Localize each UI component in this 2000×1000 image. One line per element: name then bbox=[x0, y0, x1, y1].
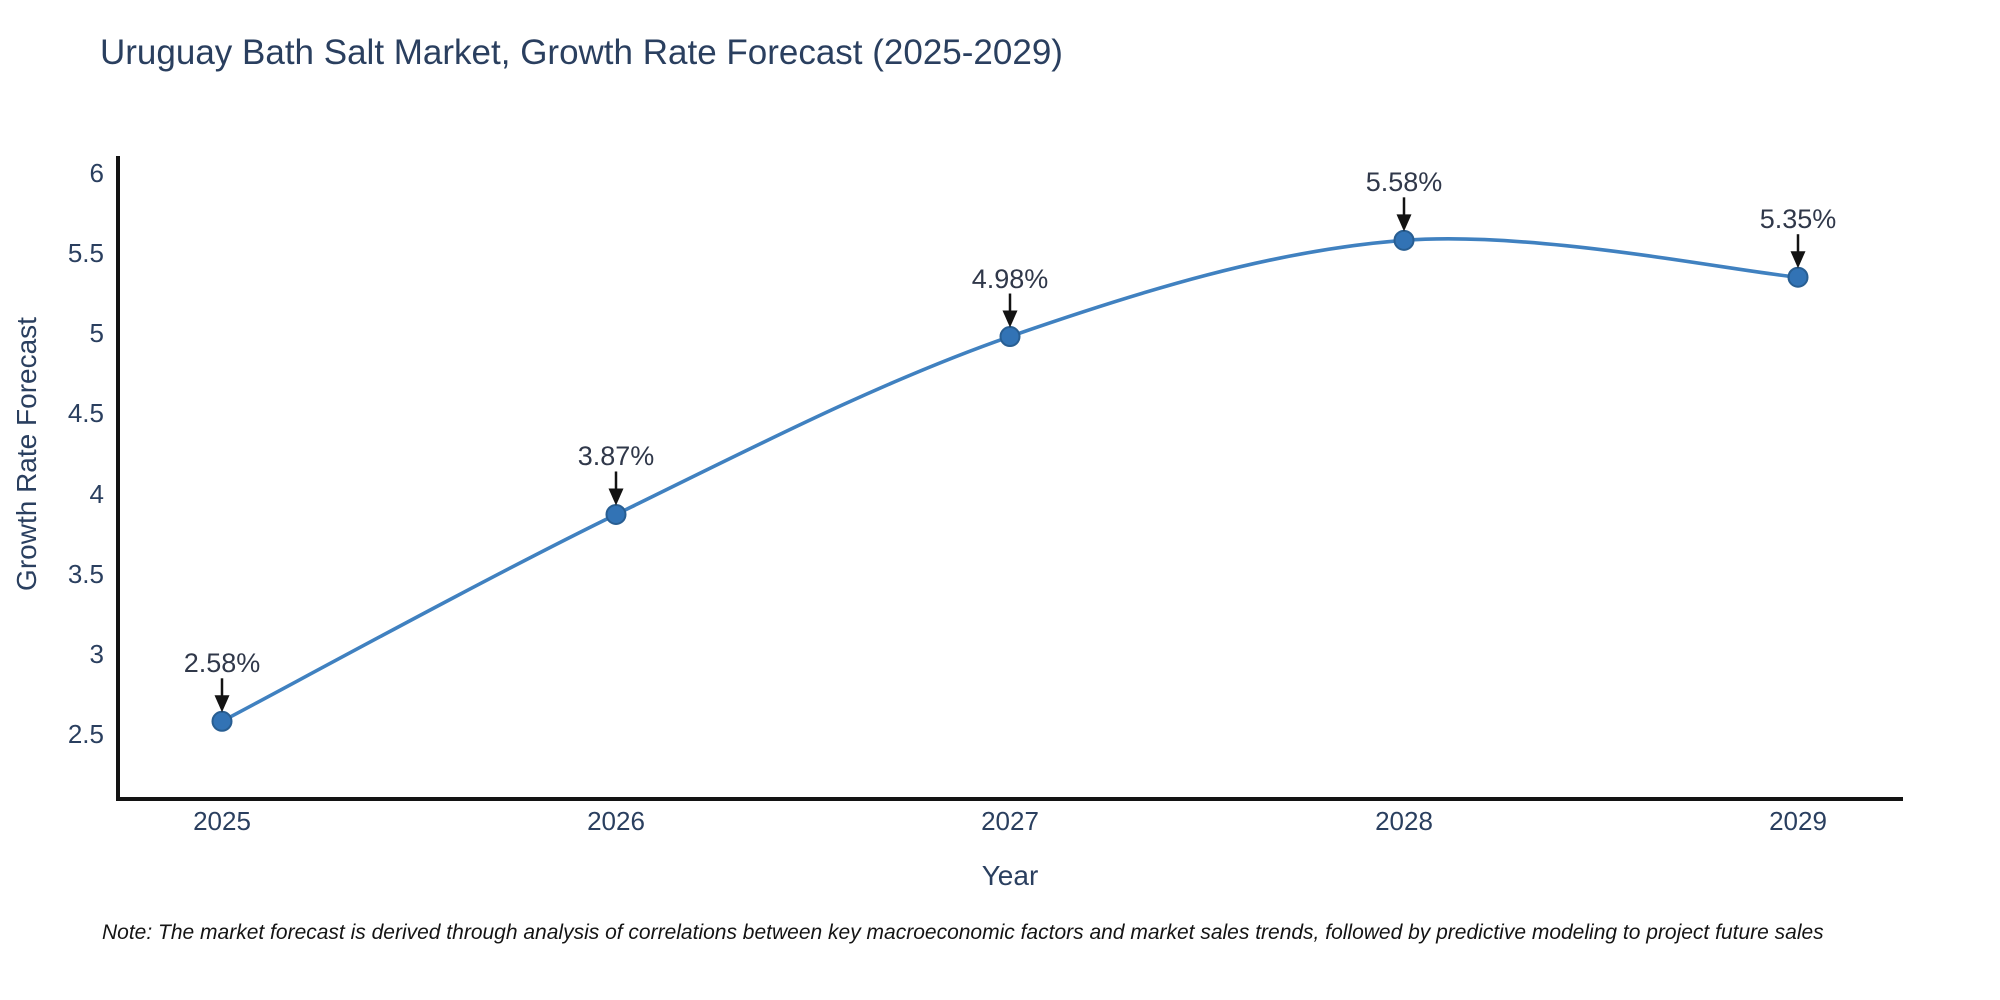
point-annotation: 5.35% bbox=[1759, 204, 1837, 235]
y-tick-label: 6 bbox=[89, 158, 104, 188]
y-axis-line bbox=[116, 156, 120, 801]
data-point-marker bbox=[605, 503, 627, 525]
annotation-arrow-head bbox=[1002, 310, 1018, 328]
x-tick-label: 2029 bbox=[1769, 806, 1827, 836]
y-tick-label: 4.5 bbox=[67, 398, 104, 429]
data-point-marker bbox=[1787, 266, 1809, 288]
annotation-arrow-head bbox=[608, 488, 624, 506]
point-annotation: 5.58% bbox=[1365, 167, 1443, 198]
point-annotation: 2.58% bbox=[183, 648, 261, 679]
annotation-arrow-head bbox=[1790, 251, 1806, 269]
data-point-marker bbox=[211, 710, 233, 732]
y-tick-label: 4 bbox=[89, 478, 104, 509]
y-tick-label: 3.5 bbox=[67, 558, 104, 589]
y-tick-label: 5.5 bbox=[67, 238, 104, 269]
y-tick-label: 3 bbox=[89, 638, 104, 669]
chart-title: Uruguay Bath Salt Market, Growth Rate Fo… bbox=[100, 33, 1063, 72]
x-tick-label: 2027 bbox=[981, 806, 1039, 836]
data-point-marker bbox=[1393, 229, 1415, 251]
annotation-arrow-head bbox=[1396, 214, 1412, 232]
x-tick-label: 2028 bbox=[1375, 806, 1433, 836]
x-axis-line bbox=[116, 797, 1903, 801]
annotation-arrow-head bbox=[214, 695, 230, 713]
x-tick-label: 2025 bbox=[193, 806, 251, 836]
point-annotation: 3.87% bbox=[577, 441, 655, 472]
x-tick-label: 2026 bbox=[587, 806, 645, 836]
x-axis-title: Year bbox=[981, 860, 1039, 891]
y-tick-label: 5 bbox=[89, 318, 104, 349]
footnote: Note: The market forecast is derived thr… bbox=[102, 921, 1824, 944]
point-annotation: 4.98% bbox=[971, 263, 1049, 294]
data-point-marker bbox=[999, 326, 1021, 348]
y-tick-label: 2.5 bbox=[67, 719, 104, 750]
